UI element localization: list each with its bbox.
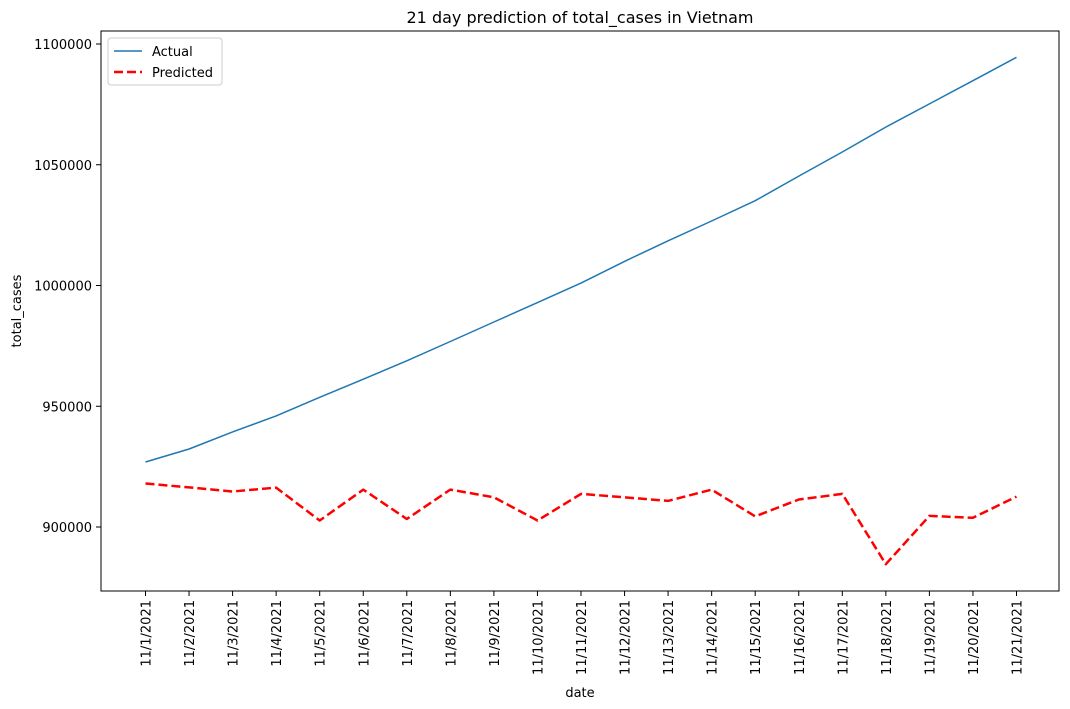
data-point-predicted	[143, 481, 149, 487]
y-tick-label: 1000000	[34, 280, 92, 295]
data-point-actual	[839, 149, 845, 155]
x-tick-label: 11/14/2021	[706, 600, 721, 675]
y-tick-label: 1050000	[34, 159, 92, 174]
y-axis: 900000 950000 1000000 1050000 1100000	[34, 38, 101, 536]
x-tick-label: 11/20/2021	[967, 600, 982, 675]
data-point-actual	[491, 319, 497, 325]
data-point-actual	[883, 124, 889, 130]
plot-area	[100, 30, 1060, 592]
x-tick-label: 11/19/2021	[923, 600, 938, 675]
data-point-predicted	[360, 487, 366, 493]
x-tick-label: 11/13/2021	[662, 600, 677, 675]
data-point-actual	[1014, 54, 1020, 60]
data-point-predicted	[709, 487, 715, 493]
x-tick-label: 11/15/2021	[749, 600, 764, 675]
series-layer	[143, 54, 1020, 567]
data-point-predicted	[752, 513, 758, 519]
data-point-actual	[317, 394, 323, 400]
data-point-actual	[665, 238, 671, 244]
x-tick-label: 11/5/2021	[314, 600, 329, 667]
data-point-predicted	[665, 498, 671, 504]
x-tick-label: 11/17/2021	[836, 600, 851, 675]
x-tick-label: 11/10/2021	[531, 600, 546, 675]
data-point-actual	[230, 429, 236, 435]
data-point-actual	[534, 300, 540, 306]
data-point-predicted	[883, 561, 889, 567]
data-point-actual	[622, 258, 628, 264]
x-tick-label: 11/4/2021	[270, 600, 285, 667]
legend-label-predicted: Predicted	[152, 66, 213, 81]
y-axis-label: total_cases	[10, 274, 25, 347]
data-point-predicted	[839, 491, 845, 497]
data-point-actual	[578, 280, 584, 286]
y-tick-label: 950000	[42, 400, 92, 415]
x-tick-label: 11/6/2021	[357, 600, 372, 667]
data-point-actual	[143, 459, 149, 465]
x-tick-label: 11/3/2021	[227, 600, 242, 667]
data-point-predicted	[317, 517, 323, 523]
data-point-predicted	[491, 494, 497, 500]
x-axis: 11/1/2021 11/2/2021 11/3/2021 11/4/2021 11/5…	[140, 591, 1026, 675]
y-tick-label: 900000	[42, 521, 92, 536]
data-point-predicted	[186, 484, 192, 490]
data-point-predicted	[230, 489, 236, 495]
x-tick-label: 11/11/2021	[575, 600, 590, 675]
series-line-predicted	[145, 482, 1018, 566]
data-point-actual	[970, 78, 976, 84]
data-point-predicted	[926, 513, 932, 519]
x-tick-label: 11/9/2021	[488, 600, 503, 667]
data-point-actual	[273, 413, 279, 419]
data-point-actual	[796, 173, 802, 179]
x-axis-label: date	[565, 686, 594, 701]
x-tick-label: 11/18/2021	[880, 600, 895, 675]
series-line-actual	[145, 56, 1017, 463]
data-point-predicted	[622, 494, 628, 500]
legend-box	[107, 37, 223, 86]
data-point-predicted	[1014, 494, 1020, 500]
data-point-actual	[360, 376, 366, 382]
data-point-predicted	[796, 496, 802, 502]
data-point-predicted	[273, 485, 279, 491]
data-point-predicted	[534, 517, 540, 523]
x-tick-label: 11/16/2021	[793, 600, 808, 675]
data-point-predicted	[970, 515, 976, 521]
x-tick-label: 11/7/2021	[401, 600, 416, 667]
data-point-actual	[404, 358, 410, 364]
x-tick-label: 11/2/2021	[183, 600, 198, 667]
data-point-actual	[752, 198, 758, 204]
data-point-actual	[447, 339, 453, 345]
data-point-actual	[709, 218, 715, 224]
data-point-predicted	[404, 516, 410, 522]
x-tick-label: 11/8/2021	[444, 600, 459, 667]
chart-title: 21 day prediction of total_cases in Viet…	[407, 8, 754, 28]
x-tick-label: 11/21/2021	[1011, 600, 1026, 675]
x-tick-label: 11/12/2021	[619, 600, 634, 675]
y-tick-label: 1100000	[34, 38, 92, 53]
data-point-actual	[926, 101, 932, 107]
x-tick-label: 11/1/2021	[140, 600, 155, 667]
legend-label-actual: Actual	[152, 45, 193, 60]
data-point-predicted	[447, 487, 453, 493]
data-point-predicted	[578, 491, 584, 497]
legend: Actual Predicted	[107, 37, 223, 86]
data-point-actual	[186, 446, 192, 452]
